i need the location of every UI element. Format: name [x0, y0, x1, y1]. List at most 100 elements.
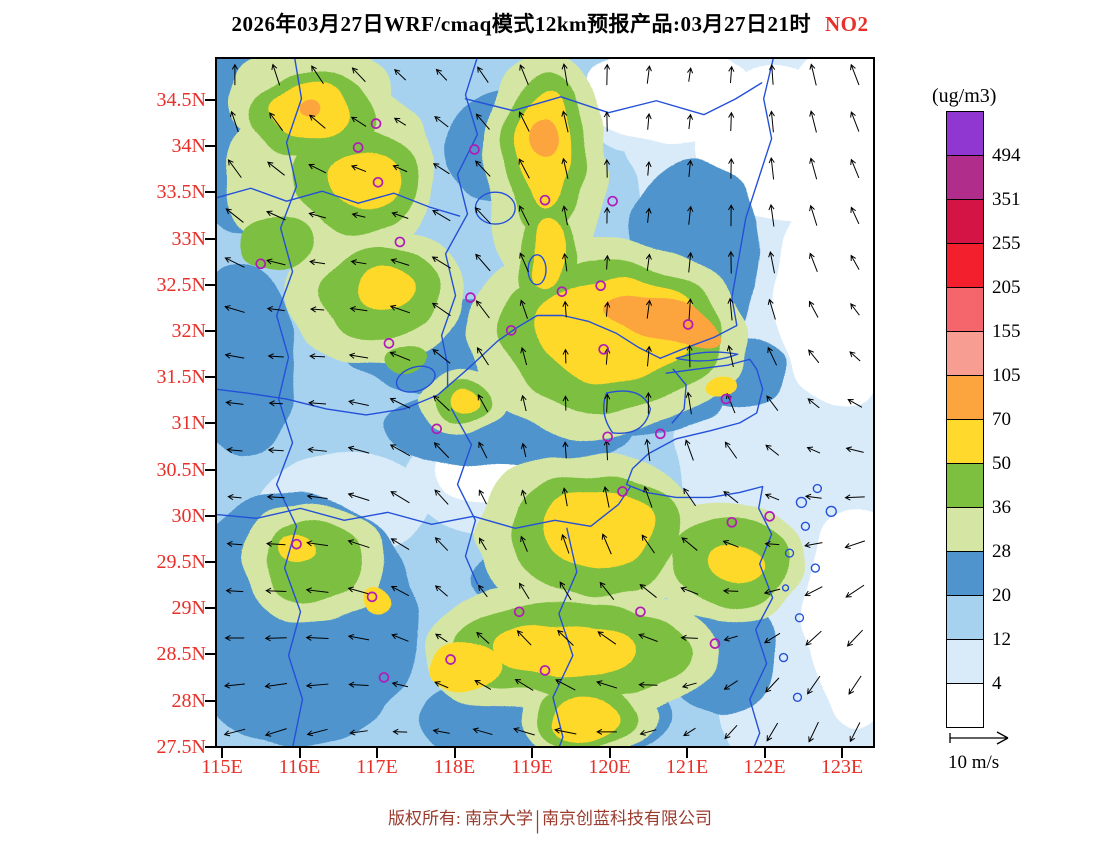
- city-marker: [366, 591, 378, 603]
- wind-vector-arrow: [763, 632, 781, 644]
- legend-level-label: 50: [992, 453, 1011, 474]
- lat-tick-label: 29.5N: [156, 551, 206, 573]
- wind-vector-arrow: [392, 728, 408, 735]
- axis-tick: [205, 561, 215, 563]
- wind-vector-arrow: [226, 446, 243, 454]
- wind-vector-arrow: [807, 398, 820, 409]
- wind-vector-arrow: [391, 633, 409, 642]
- concentration-fill-region: [705, 377, 733, 398]
- wind-vector-arrow: [645, 207, 652, 223]
- wind-vector-arrow: [808, 349, 820, 364]
- lat-tick-label: 29N: [171, 597, 206, 620]
- wind-vector-arrow: [227, 159, 242, 178]
- wind-vector-arrow: [349, 729, 368, 736]
- wind-vector-arrow: [516, 630, 532, 646]
- wind-vector-arrow: [561, 205, 568, 226]
- legend-level-label: 255: [992, 233, 1021, 254]
- wind-vector-arrow: [267, 353, 284, 360]
- wind-vector-arrow: [518, 111, 530, 132]
- wind-vector-arrow: [765, 444, 780, 456]
- wind-vector-arrow: [809, 63, 817, 86]
- concentration-fill-region: [328, 152, 400, 209]
- city-marker: [726, 516, 738, 528]
- wind-vector-arrow: [807, 675, 821, 695]
- city-markers-layer: [255, 118, 775, 683]
- wind-vector-arrow: [308, 211, 326, 219]
- legend-color-box: [946, 111, 984, 156]
- legend-color-box: [946, 287, 984, 332]
- province-boundary: [217, 187, 461, 217]
- wind-vector-arrow: [604, 63, 611, 86]
- wind-vector-arrow: [225, 208, 244, 223]
- axis-tick: [205, 145, 215, 148]
- wind-vector-arrow: [603, 158, 611, 178]
- lat-tick-label: 30.5N: [156, 458, 206, 481]
- wind-vector-arrow: [347, 586, 370, 595]
- wind-vector-arrow: [349, 305, 368, 313]
- wind-vector-arrow: [638, 681, 658, 688]
- wind-vector-arrow: [475, 300, 490, 319]
- legend-level-label: 351: [992, 189, 1021, 210]
- city-marker: [378, 672, 390, 683]
- copyright-owner: 版权所有: 南京大学: [388, 809, 533, 828]
- lat-tick-label: 32.5N: [156, 273, 206, 296]
- wind-vector-arrow: [604, 393, 611, 413]
- wind-vector-arrow: [347, 633, 370, 641]
- wind-vector-arrow: [477, 584, 488, 598]
- wind-vector-arrow: [643, 486, 653, 508]
- wind-vector-arrow: [604, 301, 611, 317]
- legend-level-label: 70: [992, 409, 1011, 430]
- wind-vector-arrow: [347, 492, 370, 502]
- wind-vector-arrow: [850, 303, 860, 316]
- wind-vector-arrow: [561, 157, 569, 179]
- wind-vector-arrow: [432, 728, 450, 735]
- wind-vector-arrow: [305, 634, 329, 641]
- axis-tick: [205, 376, 215, 379]
- axis-tick: [608, 748, 611, 758]
- city-marker: [635, 606, 646, 618]
- city-marker: [556, 286, 568, 297]
- legend-level-label: 105: [992, 365, 1021, 386]
- wind-vector-arrow: [433, 395, 450, 412]
- wind-vector-arrow: [518, 205, 530, 226]
- wind-vector-arrow: [850, 158, 860, 179]
- wind-vector-arrow: [728, 204, 735, 227]
- wind-vector-arrow: [554, 727, 577, 735]
- city-marker: [764, 511, 775, 522]
- wind-vector-arrow: [768, 203, 775, 227]
- wind-vector-arrow: [477, 66, 489, 83]
- province-boundary: [217, 485, 632, 529]
- city-marker: [617, 486, 628, 497]
- province-boundary: [440, 59, 479, 388]
- legend-color-box: [946, 419, 984, 464]
- legend: (ug/m3) 494 351 255 205 155 105 70 50 36 28 20 12 4: [928, 85, 1098, 785]
- lat-tick-label: 27.5N: [156, 735, 206, 758]
- wind-vector-arrow: [224, 352, 245, 359]
- wind-vector-arrow: [434, 633, 448, 643]
- city-marker: [394, 236, 406, 248]
- wind-vector-arrow: [519, 299, 528, 319]
- wind-vector-arrow: [434, 681, 449, 689]
- wind-vector-arrow: [645, 299, 653, 319]
- lon-tick-label: 120E: [588, 756, 631, 778]
- map-boundaries: [217, 59, 837, 746]
- wind-vector-arrow: [847, 399, 863, 408]
- wind-vector-arrow: [392, 164, 408, 173]
- wind-vector-arrow: [681, 682, 697, 689]
- axis-tick: [205, 653, 215, 656]
- concentration-fill-region: [354, 267, 414, 312]
- wind-vector-arrow: [309, 114, 326, 129]
- lon-tick-label: 116E: [278, 756, 321, 778]
- wind-vector-arrow: [805, 630, 822, 646]
- wind-vector-arrow: [804, 541, 823, 548]
- wind-vector-arrow: [268, 400, 283, 407]
- wind-vector-arrow: [305, 682, 329, 689]
- wind-vector-arrow: [225, 399, 244, 406]
- city-marker: [465, 292, 476, 303]
- city-marker: [505, 325, 517, 336]
- wind-vector-arrow: [389, 397, 411, 409]
- wind-vector-arrow: [685, 391, 692, 415]
- wind-vector-arrow: [226, 540, 243, 547]
- wind-vector-arrow: [763, 588, 781, 595]
- city-marker: [539, 194, 551, 206]
